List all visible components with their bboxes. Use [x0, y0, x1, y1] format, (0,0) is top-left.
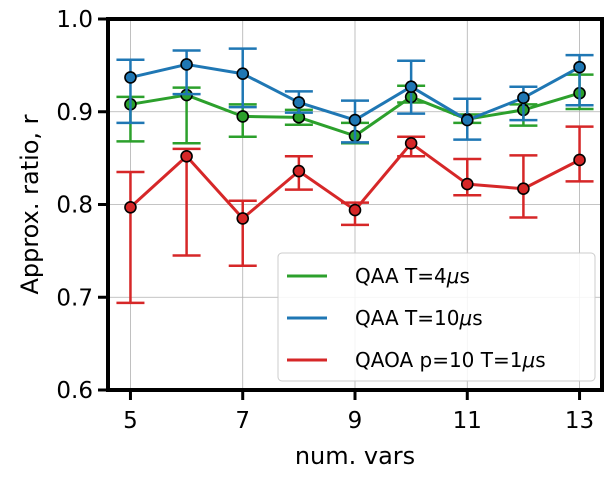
data-point [517, 182, 530, 196]
legend-label: QAA T=10μs [355, 306, 483, 330]
y-tick-label: 0.7 [56, 285, 93, 311]
legend-label: QAA T=4μs [355, 264, 470, 288]
data-point [180, 58, 193, 71]
series-1 [116, 47, 594, 144]
y-tick-label: 0.6 [56, 378, 93, 404]
data-point [236, 212, 250, 225]
data-point [573, 153, 586, 167]
x-tick-label: 9 [348, 408, 363, 434]
y-tick-label: 1.0 [56, 7, 93, 33]
data-point [180, 149, 193, 163]
data-point [348, 203, 362, 217]
series-2 [116, 125, 594, 305]
data-point [292, 164, 306, 178]
x-tick-label: 13 [565, 408, 594, 434]
y-tick-label: 0.8 [56, 193, 93, 219]
x-axis-label: num. vars [295, 442, 415, 470]
data-point [460, 177, 474, 191]
x-tick-label: 7 [235, 408, 250, 434]
data-point [348, 113, 362, 127]
axis-ticks: 5 7 9 11 13 0.6 0.7 0.8 0.9 1.0 [56, 7, 594, 434]
series-layer [116, 47, 594, 305]
data-point [124, 200, 137, 214]
data-point [460, 113, 474, 127]
data-point [236, 67, 250, 81]
y-axis-label: Approx. ratio, r [16, 114, 44, 294]
legend-box [277, 252, 596, 382]
x-tick-label: 5 [123, 408, 138, 434]
data-point [292, 96, 306, 109]
legend: QAA T=4μs QAA T=10μs QAOA p=10 T=1μs [277, 252, 596, 382]
data-point [404, 136, 418, 150]
y-tick-label: 0.9 [56, 100, 93, 126]
data-point [404, 80, 418, 94]
legend-label: QAOA p=10 T=1μs [355, 348, 546, 372]
data-point [236, 110, 250, 123]
data-point [124, 71, 137, 84]
data-point [517, 91, 530, 105]
data-point [573, 60, 586, 74]
x-tick-label: 11 [453, 408, 482, 434]
